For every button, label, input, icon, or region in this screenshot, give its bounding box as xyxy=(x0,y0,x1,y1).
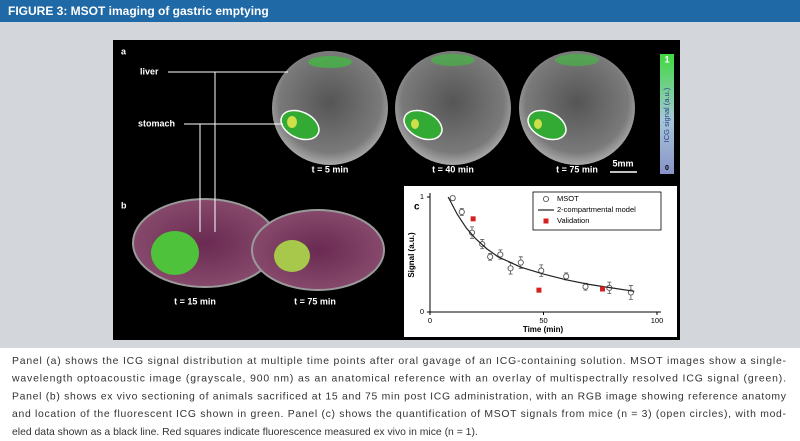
data-point xyxy=(507,265,514,272)
time-label: t = 75 min xyxy=(556,164,598,174)
colorbar-min: 0 xyxy=(665,165,669,172)
model-line xyxy=(447,196,635,292)
data-point xyxy=(497,251,504,258)
time-label: t = 5 min xyxy=(312,164,349,174)
scale-bar-label: 5mm xyxy=(612,158,633,168)
colorbar-max: 1 xyxy=(664,54,669,64)
panel-label: c xyxy=(414,202,420,213)
legend-box xyxy=(532,191,662,231)
annotation-lines xyxy=(168,71,288,232)
data-point xyxy=(458,208,465,215)
data-point xyxy=(449,195,456,202)
data-point xyxy=(536,287,542,293)
data-point xyxy=(582,283,589,290)
data-point xyxy=(470,216,476,222)
caption-line: Panel (b) shows ex vivo sectioning of an… xyxy=(12,391,787,402)
chart: 0 1 0 50 100 MSOT 2-compartmental model Validat… xyxy=(420,191,664,325)
caption-line: eled data shown as a black line. Red squ… xyxy=(12,427,478,438)
time-label: t = 75 min xyxy=(294,296,336,306)
y-axis-label: Signal (a.u.) xyxy=(407,232,416,278)
caption-line: and location of the fluorescent ICG show… xyxy=(12,409,786,420)
mri-images xyxy=(272,51,635,165)
header-bar xyxy=(0,0,800,22)
time-label: t = 15 min xyxy=(174,296,216,306)
x-tick-label: 0 xyxy=(428,316,432,325)
annotation: stomach xyxy=(138,118,175,128)
legend-label: 2-compartmental model xyxy=(557,205,636,214)
y-tick-label: 0 xyxy=(420,307,424,316)
legend-label: MSOT xyxy=(557,194,579,203)
data-point xyxy=(517,259,524,266)
time-label: t = 40 min xyxy=(432,164,474,174)
data-point xyxy=(487,253,494,260)
figure-title: FIGURE 3: MSOT imaging of gastric emptyi… xyxy=(8,4,269,18)
legend-marker xyxy=(543,218,549,224)
colorbar xyxy=(660,54,674,174)
colorbar-title: ICG signal (a.u.) xyxy=(662,87,671,142)
y-tick-label: 1 xyxy=(420,192,424,201)
panel-label: a xyxy=(121,46,127,56)
caption-line: wavelength optoacoustic image (grayscale… xyxy=(11,374,786,385)
tissue-sections xyxy=(132,198,385,291)
annotation: liver xyxy=(140,66,159,76)
x-tick-label: 50 xyxy=(539,316,547,325)
caption: Panel (a) shows the ICG signal distribut… xyxy=(11,356,787,438)
data-point xyxy=(563,273,570,280)
data-point xyxy=(600,286,606,292)
caption-line: Panel (a) shows the ICG signal distribut… xyxy=(12,356,786,367)
legend-label: Validation xyxy=(557,216,589,225)
legend-marker xyxy=(542,195,550,203)
panel-label: b xyxy=(121,200,127,210)
x-axis-label: Time (min) xyxy=(523,325,564,334)
x-tick-label: 100 xyxy=(651,316,664,325)
